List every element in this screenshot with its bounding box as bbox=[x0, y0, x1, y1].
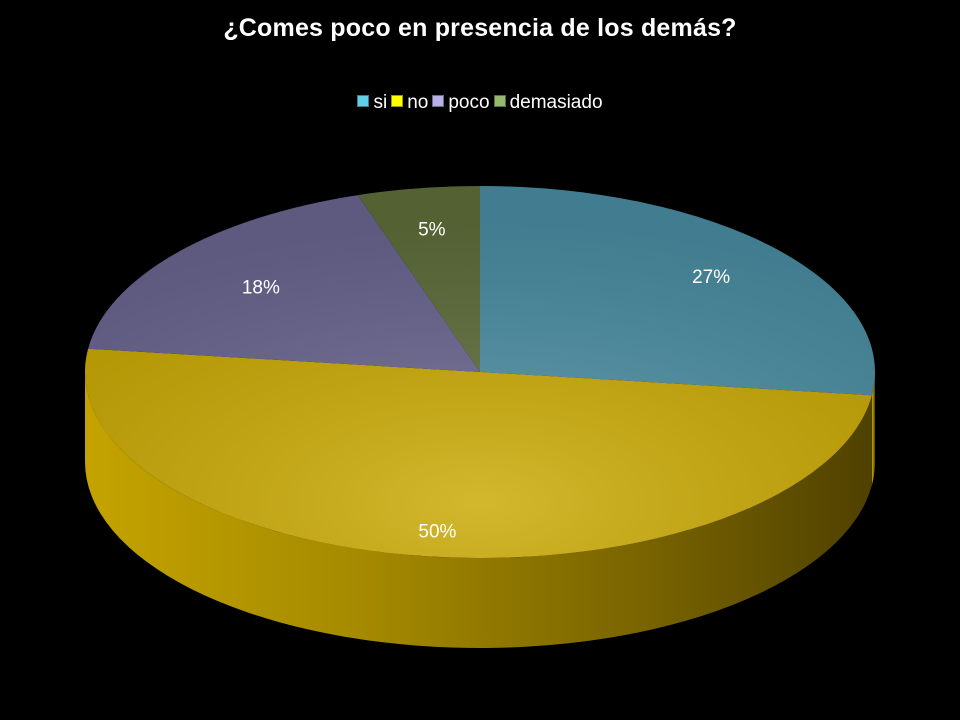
legend-label: demasiado bbox=[509, 92, 603, 113]
pie-slice-si bbox=[480, 186, 875, 396]
legend-item-no: no bbox=[391, 92, 428, 114]
pie-slices bbox=[85, 186, 875, 558]
legend-label: si bbox=[373, 92, 388, 113]
chart-legend: si no poco demasiado bbox=[0, 92, 960, 114]
data-label-no: 50% bbox=[418, 522, 456, 543]
legend-item-demasiado: demasiado bbox=[493, 92, 603, 114]
legend-label: no bbox=[407, 92, 429, 113]
legend-item-poco: poco bbox=[432, 92, 490, 114]
legend-swatch bbox=[391, 95, 404, 107]
data-label-si: 27% bbox=[692, 267, 730, 288]
data-label-poco: 18% bbox=[242, 278, 280, 299]
pie-side-no bbox=[85, 372, 872, 649]
chart-title: ¿Comes poco en presencia de los demás? bbox=[223, 14, 737, 42]
data-label-demasiado: 5% bbox=[418, 220, 446, 241]
legend-swatch bbox=[432, 95, 445, 107]
pie-data-labels: 27% 50% 18% 5% bbox=[242, 220, 730, 543]
legend-swatch bbox=[493, 95, 506, 107]
legend-label: poco bbox=[448, 92, 490, 113]
legend-swatch bbox=[357, 95, 370, 107]
legend-item-si: si bbox=[357, 92, 387, 114]
